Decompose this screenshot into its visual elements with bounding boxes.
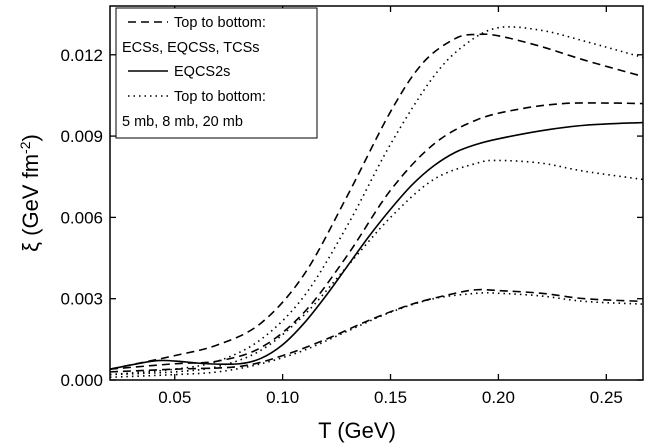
legend-label-dotted-list: 5 mb, 8 mb, 20 mb — [122, 114, 243, 130]
legend-label-dotted: Top to bottom: — [174, 89, 266, 105]
x-tick-label: 0.05 — [158, 388, 191, 407]
ticks-layer: 0.05 0.10 0.15 0.20 0.25 0.000 0.003 0.006 0.009… — [60, 6, 643, 407]
series-line-dashed-1 — [109, 102, 644, 370]
x-tick-label: 0.10 — [266, 388, 299, 407]
series-line-dotted-6 — [109, 291, 644, 379]
series-line-dashed-0 — [109, 33, 644, 370]
x-tick-label: 0.20 — [482, 388, 515, 407]
legend-label-solid: EQCS2s — [174, 64, 230, 80]
x-tick-label: 0.25 — [590, 388, 623, 407]
legend-label-dashed-list: ECSs, EQCSs, TCSs — [122, 40, 260, 56]
legend: Top to bottom: ECSs, EQCSs, TCSs EQCS2s … — [115, 7, 318, 139]
legend-box — [115, 7, 318, 139]
series-line-dashed-2 — [109, 288, 644, 373]
y-axis-title: ξ (GeV fm-2) — [17, 134, 43, 252]
y-tick-label: 0.012 — [60, 46, 103, 65]
y-axis-title-main: ξ (GeV fm — [18, 154, 43, 252]
y-axis-title-close: ) — [18, 134, 43, 141]
series-line-dotted-4 — [109, 26, 644, 376]
x-axis-title: T (GeV) — [318, 418, 396, 443]
y-tick-label: 0.009 — [60, 127, 103, 146]
series-layer — [109, 26, 644, 379]
x-tick-label: 0.15 — [374, 388, 407, 407]
plot-frame — [109, 5, 644, 381]
y-axis-title-sup: -2 — [17, 141, 33, 154]
series-line-solid-3 — [109, 121, 644, 370]
legend-label-dashed: Top to bottom: — [174, 15, 266, 31]
y-tick-label: 0.006 — [60, 208, 103, 227]
series-line-dotted-5 — [109, 159, 644, 376]
y-tick-label: 0.000 — [60, 371, 103, 390]
y-tick-label: 0.003 — [60, 290, 103, 309]
